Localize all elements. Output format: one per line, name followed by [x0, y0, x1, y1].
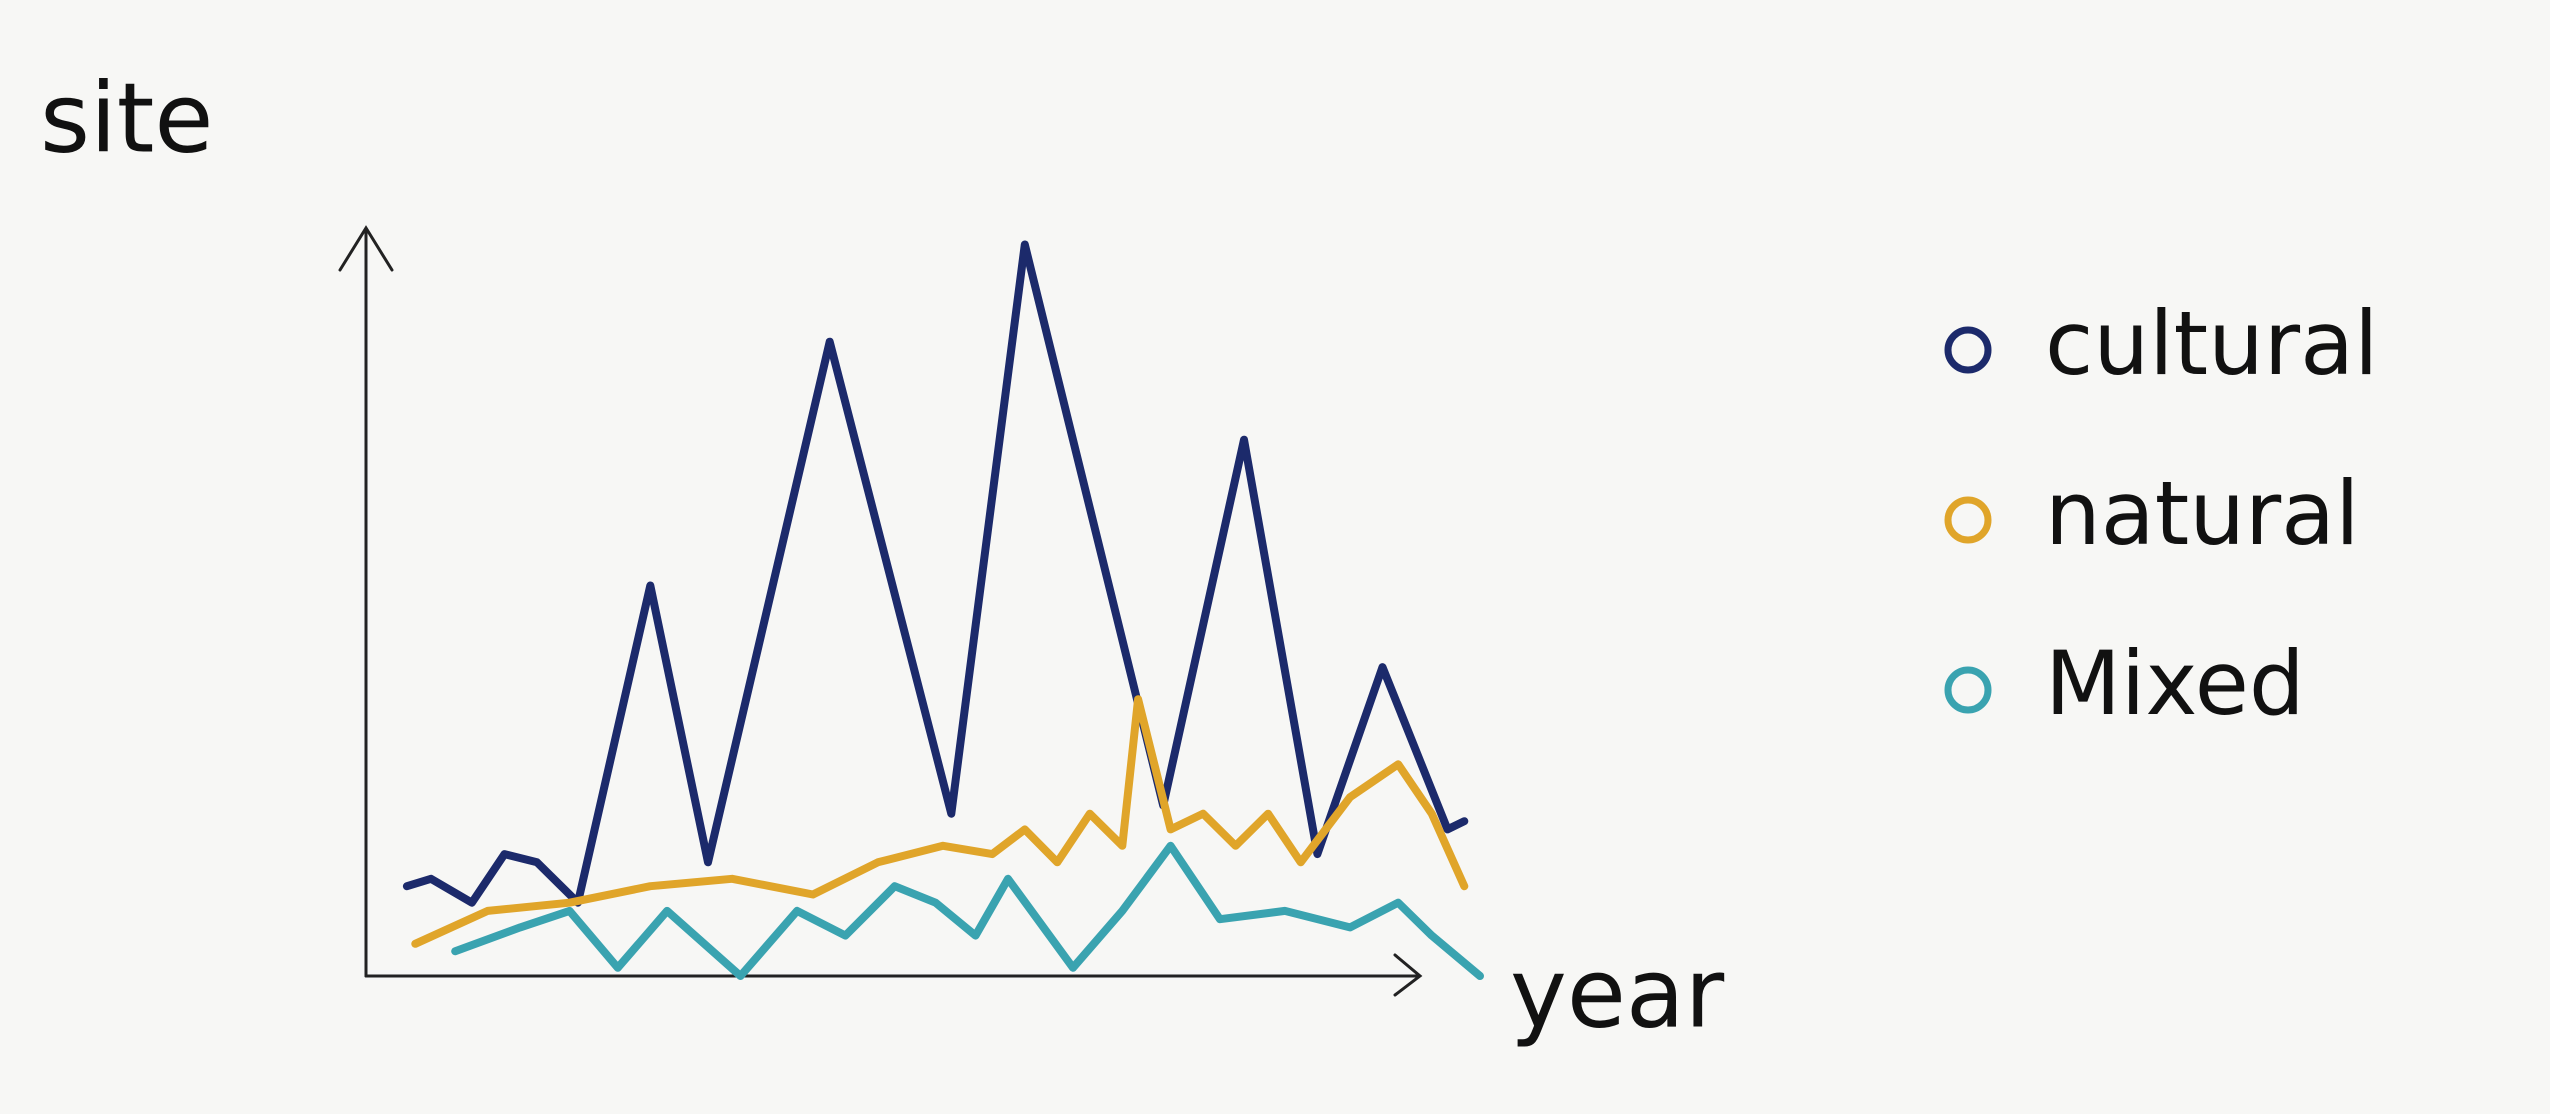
legend-marker — [1944, 666, 1992, 714]
x-axis-label: year — [1510, 937, 1725, 1049]
legend-marker — [1944, 496, 1992, 544]
series-line — [411, 695, 1469, 948]
legend-label: cultural — [2045, 292, 2378, 395]
legend-label: natural — [2045, 462, 2360, 565]
series-line — [402, 240, 1469, 907]
y-axis — [338, 225, 394, 978]
x-axis — [364, 953, 1423, 997]
legend-marker — [1944, 326, 1992, 374]
legend-label: Mixed — [2045, 632, 2305, 735]
series-line — [451, 841, 1484, 980]
y-axis-label: site — [40, 62, 213, 174]
